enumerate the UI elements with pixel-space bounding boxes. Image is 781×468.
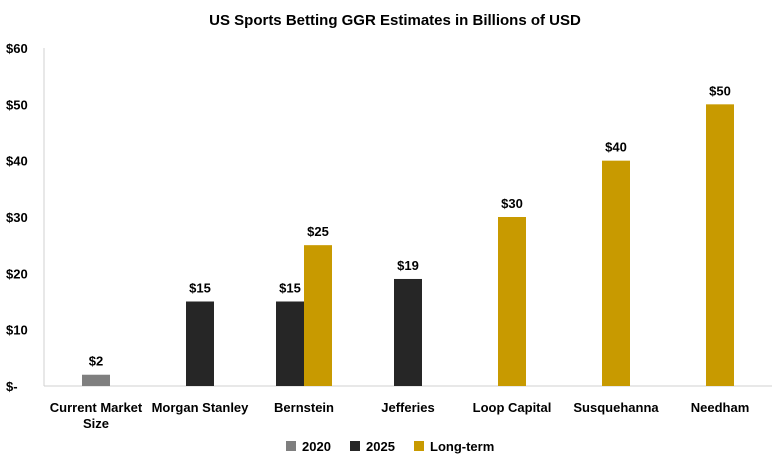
data-label: $15 [189, 281, 211, 296]
data-label: $30 [501, 196, 523, 211]
x-tick-label: Current Market [50, 400, 143, 415]
x-tick-label: Bernstein [274, 400, 334, 415]
data-label: $2 [89, 354, 103, 369]
x-tick-label: Jefferies [381, 400, 434, 415]
y-tick-label: $60 [6, 41, 28, 56]
legend-swatch [286, 441, 296, 451]
y-tick-label: $10 [6, 323, 28, 338]
bar [498, 217, 526, 386]
legend-label: 2020 [302, 439, 331, 454]
y-tick-label: $40 [6, 154, 28, 169]
data-label: $25 [307, 224, 329, 239]
bar [82, 374, 110, 386]
y-tick-label: $30 [6, 210, 28, 225]
x-tick-label: Morgan Stanley [152, 400, 250, 415]
data-labels: $2 $15 $15 $25 $19 $30 $40 $50 [89, 83, 731, 368]
bar [304, 245, 332, 386]
legend-label: Long-term [430, 439, 494, 454]
legend-swatch [350, 441, 360, 451]
legend: 2020 2025 Long-term [286, 439, 494, 454]
legend-label: 2025 [366, 439, 395, 454]
bars [82, 104, 734, 386]
y-tick-label: $50 [6, 97, 28, 112]
bar [602, 160, 630, 386]
bar [394, 278, 422, 386]
data-label: $19 [397, 258, 419, 273]
data-label: $50 [709, 83, 731, 98]
legend-swatch [414, 441, 424, 451]
x-tick-label: Size [83, 416, 109, 431]
bar [276, 301, 304, 386]
data-label: $40 [605, 140, 627, 155]
x-tick-label: Loop Capital [473, 400, 552, 415]
bar [706, 104, 734, 386]
bar [186, 301, 214, 386]
chart-title: US Sports Betting GGR Estimates in Billi… [209, 12, 581, 29]
y-tick-label: $20 [6, 266, 28, 281]
data-label: $15 [279, 281, 301, 296]
x-tick-label: Susquehanna [573, 400, 659, 415]
y-axis: $- $10 $20 $30 $40 $50 $60 [6, 41, 45, 394]
y-tick-label: $- [6, 379, 18, 394]
x-tick-label: Needham [691, 400, 750, 415]
